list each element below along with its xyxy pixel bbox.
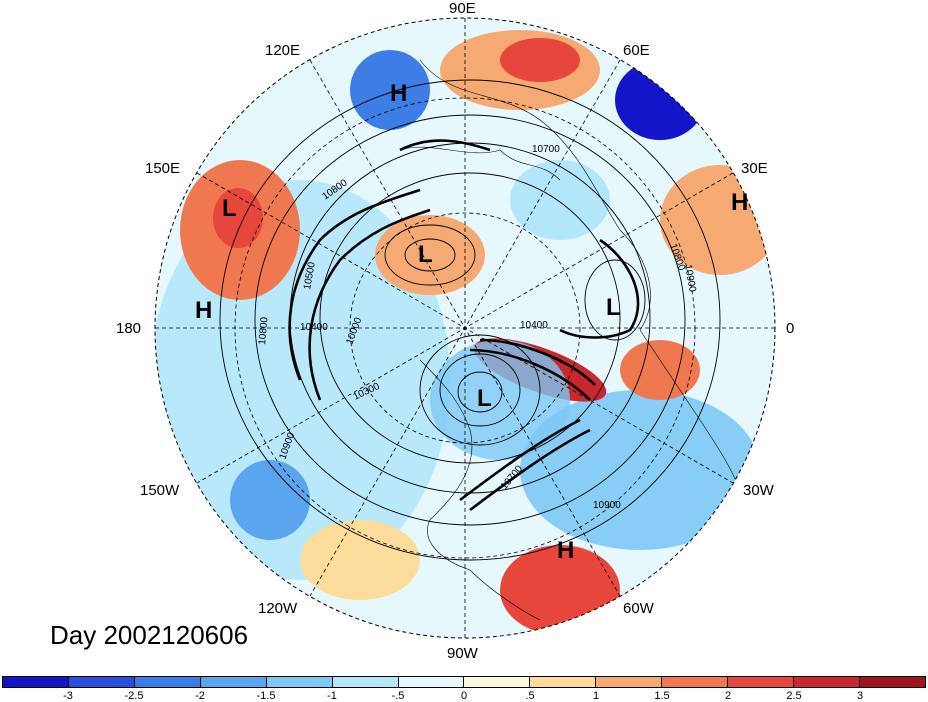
colorbar-swatch xyxy=(662,677,729,687)
pressure-markers: H L H L H L L H xyxy=(195,80,748,564)
colorbar-swatch xyxy=(859,677,925,687)
contour-label: 10500 xyxy=(302,261,318,291)
low-marker: L xyxy=(418,241,433,268)
low-marker: L xyxy=(606,294,621,321)
high-marker: H xyxy=(390,80,407,107)
colorbar-tick-label: -2.5 xyxy=(124,690,144,702)
colorbar-swatch xyxy=(68,677,135,687)
lon-label-120w: 120W xyxy=(258,600,298,617)
lon-label-90w: 90W xyxy=(447,645,478,662)
contour-label: 10400 xyxy=(300,322,328,333)
lon-label-150e: 150E xyxy=(145,160,181,177)
lon-label-150w: 150W xyxy=(140,482,180,499)
lon-label-30e: 30E xyxy=(741,160,768,177)
high-marker: H xyxy=(195,297,212,324)
colorbar-tick-label: 0 xyxy=(460,690,468,702)
jet-contours xyxy=(288,139,640,512)
high-marker: H xyxy=(731,189,748,216)
colorbar-swatch xyxy=(398,677,465,687)
colorbar-tick-label: 1.5 xyxy=(654,690,670,702)
colorbar-swatch xyxy=(266,677,333,687)
colorbar-tick-label: -1 xyxy=(327,690,337,702)
colorbar-tick-label: 2.5 xyxy=(786,690,802,702)
low-marker: L xyxy=(477,385,492,412)
colorbar-tick-label: -1.5 xyxy=(256,690,276,702)
colorbar-swatch xyxy=(464,677,531,687)
colorbar-tick-label: 2 xyxy=(724,690,732,702)
colorbar-swatch xyxy=(3,677,69,687)
colorbar-tick-label: -3 xyxy=(63,690,73,702)
lon-label-180: 180 xyxy=(116,320,142,337)
contour-label: 10900 xyxy=(593,500,621,511)
colorbar-tick-label: 3 xyxy=(856,690,864,702)
lon-label-60w: 60W xyxy=(623,600,654,617)
colorbar-swatch xyxy=(596,677,663,687)
lon-label-30w: 30W xyxy=(743,482,774,499)
colorbar-swatch xyxy=(134,677,201,687)
lon-label-90e: 90E xyxy=(449,0,476,17)
colorbar-swatch xyxy=(530,677,597,687)
low-marker: L xyxy=(222,195,237,222)
lon-label-0: 0 xyxy=(786,320,795,337)
colorbar-tick-label: -2 xyxy=(195,690,205,702)
colorbar-tick-label: 1 xyxy=(592,690,600,702)
colorbar xyxy=(2,676,926,688)
colorbar-swatch xyxy=(794,677,860,687)
lon-label-60e: 60E xyxy=(623,42,650,59)
colorbar-tick-label: .5 xyxy=(525,690,535,702)
polar-map: 10700 10800 10500 10400 10000 10300 1040… xyxy=(154,17,776,639)
graticule xyxy=(155,18,775,638)
colorbar-swatch xyxy=(728,677,795,687)
contour-label: 10900 xyxy=(682,264,698,294)
contour-label: 10400 xyxy=(520,320,548,331)
day-title: Day 2002120606 xyxy=(50,620,249,650)
contour-label: 10800 xyxy=(257,316,270,345)
colorbar-tick-label: -.5 xyxy=(391,690,405,702)
coastlines xyxy=(399,59,751,621)
map-border xyxy=(154,17,776,639)
colorbar-swatch xyxy=(332,677,399,687)
contour-label: 10700 xyxy=(532,144,560,155)
colorbar-swatch xyxy=(200,677,267,687)
lon-label-120e: 120E xyxy=(265,42,301,59)
high-marker: H xyxy=(557,537,574,564)
